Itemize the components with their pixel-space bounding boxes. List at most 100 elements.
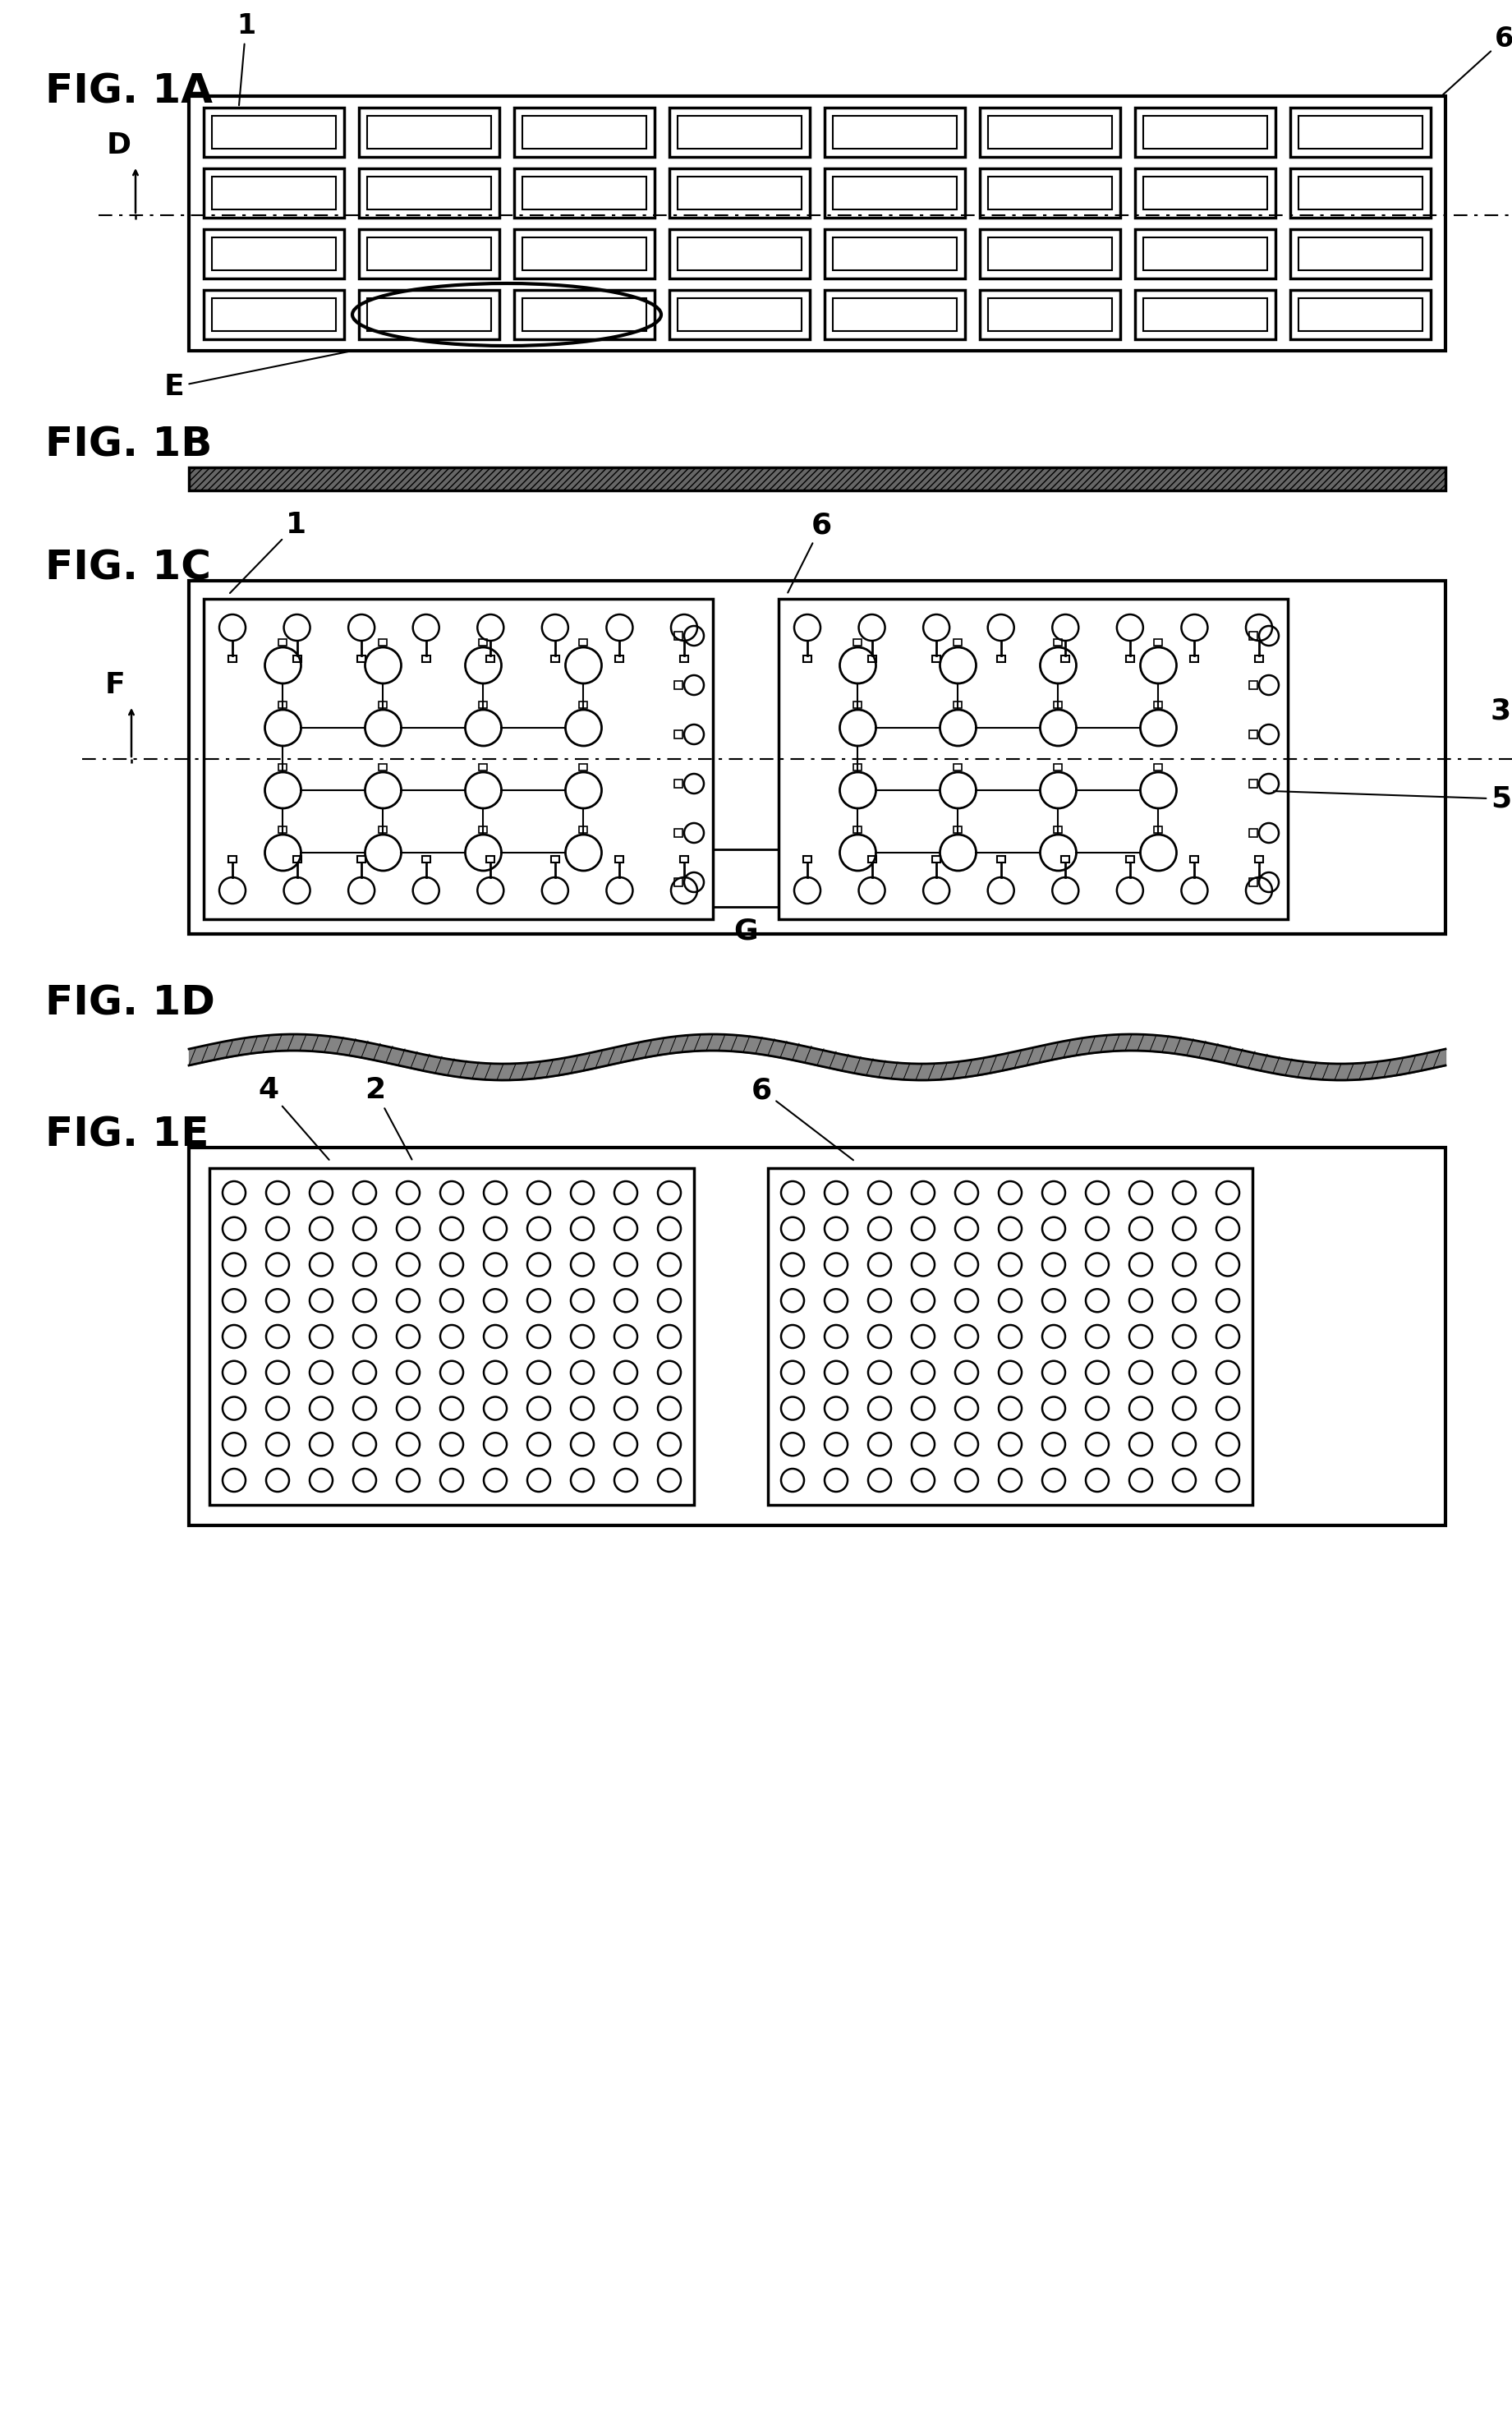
Bar [514,228,655,279]
Bar [189,466,1445,491]
Bar [933,855,940,862]
Bar [670,289,810,340]
Bar [1299,117,1423,148]
Bar [579,826,588,833]
Bar [487,855,494,862]
Bar [204,228,345,279]
Bar [996,656,1005,663]
Bar [680,656,688,663]
Bar [670,168,810,219]
Bar [204,168,345,219]
Bar [854,639,862,646]
Bar [854,826,862,833]
Bar [210,1168,694,1506]
Bar [833,299,957,330]
Text: 6: 6 [788,510,832,593]
Bar [1136,228,1276,279]
Bar [824,289,965,340]
Bar [833,117,957,148]
Bar [1143,299,1267,330]
Text: FIG. 1E: FIG. 1E [45,1115,209,1154]
Bar [1249,680,1258,690]
Bar [674,828,682,838]
Bar [278,702,287,709]
Bar [189,1146,1445,1525]
Bar [1290,228,1430,279]
Text: 6: 6 [751,1076,853,1161]
Bar [677,238,801,270]
Bar [670,228,810,279]
Bar [358,228,499,279]
Bar [204,107,345,158]
Bar [1154,765,1163,770]
Bar [514,107,655,158]
Bar [367,117,491,148]
Bar [1154,826,1163,833]
Bar [1290,289,1430,340]
Bar [380,639,387,646]
Bar [358,107,499,158]
Bar [674,780,682,787]
Bar [674,680,682,690]
Bar [803,656,812,663]
Bar [422,656,429,663]
Text: D: D [107,131,132,160]
Text: 2: 2 [364,1076,411,1159]
Bar [1255,656,1263,663]
Text: 6: 6 [1442,24,1512,95]
Text: 3: 3 [1491,697,1512,724]
Bar [677,117,801,148]
Bar [514,289,655,340]
Text: FIG. 1B: FIG. 1B [45,425,212,464]
Bar [204,600,712,918]
Bar [980,289,1120,340]
Bar [1143,177,1267,209]
Bar [550,855,559,862]
Bar [1299,238,1423,270]
Bar [833,238,957,270]
Bar [522,299,646,330]
Bar [980,107,1120,158]
Bar [987,238,1111,270]
Bar [1190,855,1199,862]
Bar [833,177,957,209]
Bar [278,765,287,770]
Bar [1249,731,1258,738]
Bar [212,238,336,270]
Bar [422,855,429,862]
Bar [189,581,1445,935]
Bar [824,168,965,219]
Bar [367,299,491,330]
Bar [522,177,646,209]
Bar [367,177,491,209]
Bar [487,656,494,663]
Bar [1054,826,1063,833]
Bar [278,639,287,646]
Text: 1: 1 [230,510,307,593]
Bar [1249,879,1258,887]
Bar [1255,855,1263,862]
Bar [479,639,487,646]
Bar [293,656,301,663]
Bar [987,117,1111,148]
Bar [674,879,682,887]
Bar [579,765,588,770]
Text: 4: 4 [259,1076,330,1159]
Bar [980,168,1120,219]
Text: G: G [733,918,758,945]
Bar [803,855,812,862]
Bar [522,117,646,148]
Bar [980,228,1120,279]
Bar [204,289,345,340]
Bar [1061,855,1069,862]
Bar [1154,639,1163,646]
Bar [768,1168,1252,1506]
Bar [615,855,624,862]
Bar [380,826,387,833]
Bar [1249,828,1258,838]
Bar [824,228,965,279]
Bar [1136,168,1276,219]
Bar [854,702,862,709]
Bar [357,656,366,663]
Bar [189,466,1445,491]
